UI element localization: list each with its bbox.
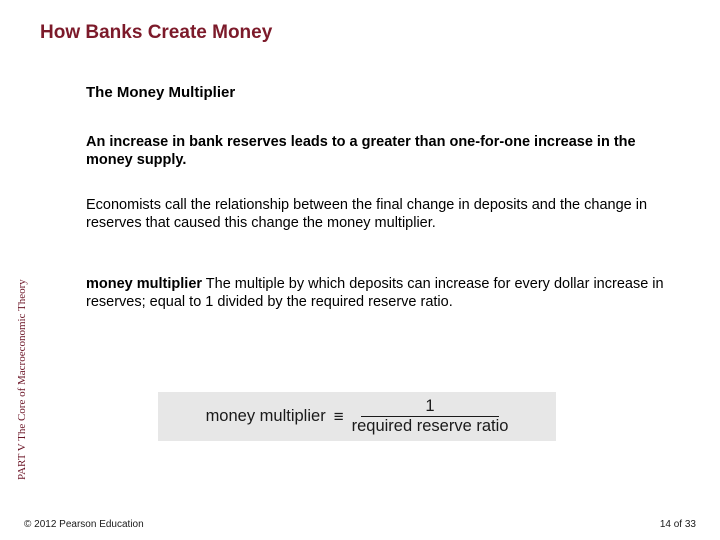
- slide: How Banks Create Money The Money Multipl…: [0, 0, 720, 540]
- page-total: 33: [685, 519, 696, 530]
- formula: money multiplier ≡ 1 required reserve ra…: [206, 398, 509, 436]
- paragraph-definition-context: Economists call the relationship between…: [86, 196, 680, 232]
- fraction-denominator: required reserve ratio: [352, 417, 509, 435]
- page-number: 14 of 33: [660, 519, 696, 530]
- page-sep: of: [671, 519, 685, 530]
- fraction: 1 required reserve ratio: [352, 398, 509, 436]
- term-lead: money multiplier: [86, 276, 202, 292]
- paragraph-intro: An increase in bank reserves leads to a …: [86, 133, 680, 169]
- paragraph-definition: money multiplier The multiple by which d…: [86, 275, 680, 311]
- section-subtitle: The Money Multiplier: [86, 84, 235, 101]
- page-current: 14: [660, 519, 671, 530]
- identity-symbol: ≡: [334, 407, 344, 427]
- part-side-label: PART V The Core of Macroeconomic Theory: [16, 279, 28, 480]
- fraction-numerator: 1: [361, 398, 498, 417]
- page-title: How Banks Create Money: [40, 22, 272, 44]
- formula-box: money multiplier ≡ 1 required reserve ra…: [158, 392, 556, 441]
- copyright-text: © 2012 Pearson Education: [24, 519, 144, 530]
- formula-lhs: money multiplier: [206, 407, 326, 426]
